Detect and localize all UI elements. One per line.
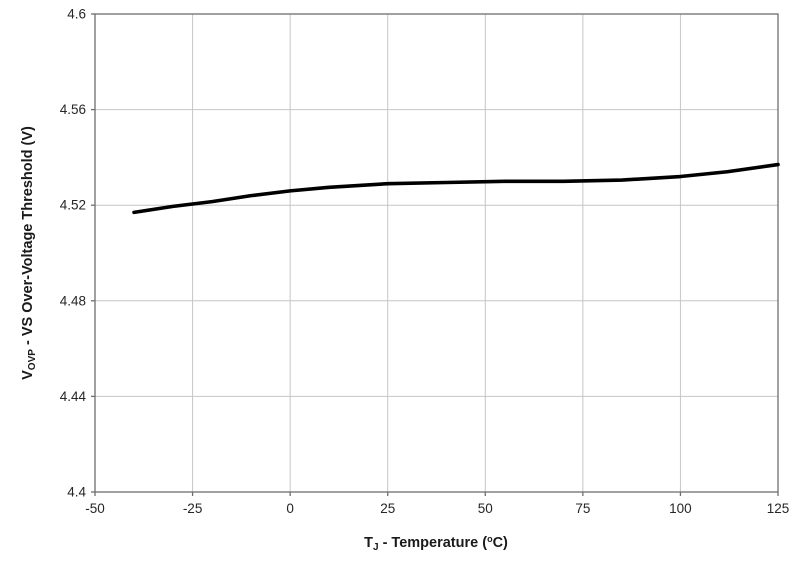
x-tick-label: 0 bbox=[286, 501, 294, 516]
x-tick-label: 125 bbox=[767, 501, 790, 516]
plot-background bbox=[95, 14, 778, 492]
y-tick-label: 4.52 bbox=[60, 198, 86, 213]
x-axis-label-text: - Temperature ( bbox=[378, 535, 488, 551]
y-tick-label: 4.6 bbox=[67, 7, 86, 22]
x-tick-label: 50 bbox=[478, 501, 493, 516]
y-tick-label: 4.4 bbox=[67, 485, 86, 500]
y-axis-label: VOVP - VS Over-Voltage Threshold (V) bbox=[20, 0, 38, 513]
x-tick-label: -25 bbox=[183, 501, 203, 516]
x-axis-label-degree: o bbox=[487, 534, 493, 544]
x-tick-label: -50 bbox=[85, 501, 105, 516]
plot-border bbox=[94, 13, 779, 493]
y-tick-label: 4.56 bbox=[60, 102, 86, 117]
x-axis-label: TJ - Temperature (oC) bbox=[364, 534, 508, 553]
x-tick-label: 100 bbox=[669, 501, 692, 516]
series-line bbox=[132, 162, 780, 215]
y-axis-label-text: - VS Over-Voltage Threshold (V) bbox=[20, 126, 36, 350]
x-tick-label: 25 bbox=[380, 501, 395, 516]
x-axis-label-symbol: T bbox=[364, 535, 373, 551]
y-axis-label-symbol: V bbox=[20, 370, 36, 380]
y-tick-label: 4.48 bbox=[60, 293, 86, 308]
y-tick-label: 4.44 bbox=[60, 389, 87, 404]
x-axis-label-unit: C) bbox=[492, 535, 508, 551]
y-axis-label-subscript: OVP bbox=[27, 349, 38, 371]
x-tick-label: 75 bbox=[575, 501, 590, 516]
x-axis-label-subscript: J bbox=[372, 542, 379, 553]
